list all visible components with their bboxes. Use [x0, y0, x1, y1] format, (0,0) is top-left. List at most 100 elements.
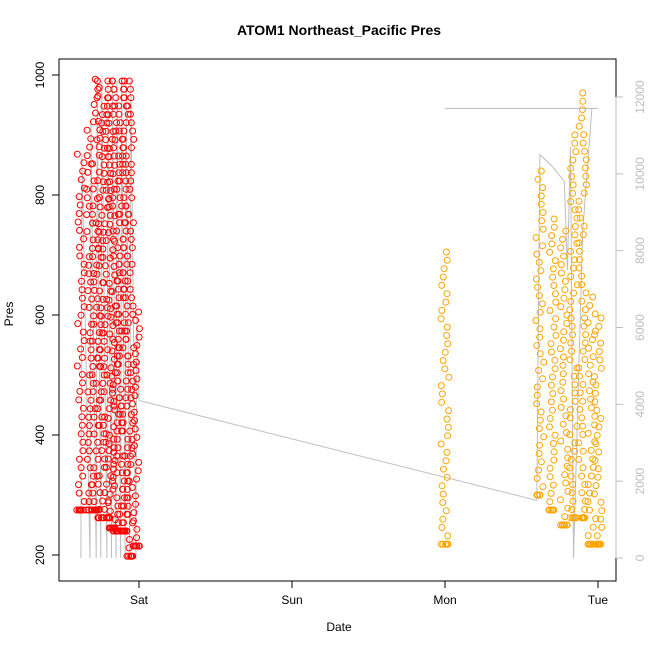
data-point	[595, 348, 603, 355]
x-tick-label: Sun	[281, 593, 302, 607]
data-point	[562, 429, 570, 437]
data-point	[110, 402, 118, 410]
data-point	[90, 270, 98, 277]
data-point	[537, 200, 545, 208]
data-point	[549, 273, 557, 281]
data-point	[133, 475, 140, 483]
data-point	[128, 260, 136, 268]
y-tick-label: 1000	[33, 61, 47, 88]
data-point	[441, 365, 449, 373]
data-point	[540, 433, 548, 441]
data-point	[537, 458, 545, 466]
data-point	[96, 346, 104, 354]
data-points-layer	[73, 75, 606, 560]
data-point	[73, 362, 81, 370]
data-point	[586, 302, 594, 309]
data-point	[592, 515, 600, 523]
data-point	[560, 521, 568, 529]
data-point	[585, 344, 592, 352]
data-point	[571, 439, 579, 447]
data-point	[445, 373, 453, 381]
data-point	[103, 514, 111, 522]
data-point	[594, 473, 602, 481]
y2-tick-label: 2000	[633, 467, 647, 494]
data-point	[590, 490, 598, 498]
data-point	[113, 185, 121, 193]
data-point	[578, 489, 586, 497]
data-point	[536, 416, 544, 424]
data-point	[568, 489, 576, 497]
data-point	[591, 456, 599, 464]
data-point	[102, 127, 110, 135]
data-point	[546, 415, 554, 422]
data-point	[110, 144, 118, 152]
data-point	[591, 389, 599, 397]
data-point	[548, 240, 556, 248]
data-point	[126, 452, 134, 460]
data-point	[109, 227, 117, 235]
data-point	[77, 430, 85, 438]
data-point	[101, 354, 109, 362]
data-point	[581, 314, 589, 322]
data-point	[123, 252, 131, 260]
data-point	[75, 396, 83, 404]
data-point	[444, 423, 452, 431]
data-point	[76, 387, 84, 395]
data-point	[111, 212, 119, 220]
data-point	[106, 330, 114, 338]
data-point	[79, 379, 86, 387]
data-point	[562, 479, 570, 487]
data-point	[87, 346, 95, 354]
data-point	[584, 498, 592, 506]
data-point	[119, 485, 126, 493]
data-point	[532, 317, 540, 324]
data-point	[126, 185, 134, 193]
data-point	[104, 346, 112, 354]
data-point	[116, 352, 123, 360]
data-point	[442, 540, 450, 548]
data-point	[107, 169, 115, 177]
data-point	[126, 85, 134, 93]
data-point	[550, 215, 558, 223]
data-point	[133, 375, 141, 383]
data-point	[104, 455, 112, 463]
data-point	[534, 175, 542, 183]
data-point	[595, 448, 603, 456]
data-point	[575, 439, 583, 447]
data-point	[75, 193, 83, 201]
data-point	[559, 378, 567, 386]
data-point	[443, 290, 451, 298]
data-point	[550, 282, 558, 289]
data-point	[571, 447, 578, 455]
x-tick-label: Mon	[433, 593, 456, 607]
data-point	[89, 388, 97, 396]
data-point	[80, 159, 88, 167]
data-point	[107, 313, 115, 321]
data-point	[437, 440, 445, 448]
data-point	[107, 287, 115, 295]
data-point	[107, 364, 115, 372]
data-point	[596, 356, 604, 364]
data-point	[537, 267, 545, 275]
data-point	[438, 398, 446, 406]
data-point	[131, 425, 139, 433]
data-point	[584, 429, 592, 437]
data-point	[127, 552, 135, 560]
y-tick-label: 800	[33, 185, 47, 205]
data-point	[128, 144, 135, 152]
data-point	[593, 406, 601, 414]
data-point	[591, 310, 599, 318]
data-point	[575, 239, 583, 247]
data-point	[582, 172, 590, 180]
data-point	[589, 353, 597, 361]
data-point	[546, 307, 554, 314]
data-point	[443, 332, 451, 339]
data-point	[127, 227, 134, 235]
data-point	[97, 388, 105, 396]
data-point	[576, 389, 584, 397]
data-point	[86, 405, 94, 413]
data-point	[560, 328, 568, 336]
data-point	[85, 413, 93, 421]
data-point	[556, 496, 564, 504]
